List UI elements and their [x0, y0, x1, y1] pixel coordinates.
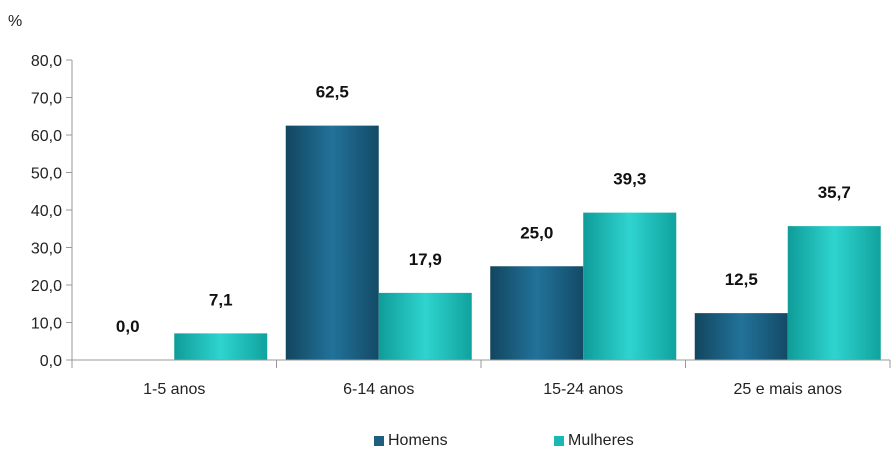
- bar-chart: % 0,0 10,0 20,0 30,0 40,0 50,0 60,0 70,0 80,0 0,…: [8, 13, 891, 398]
- legend-item-mulheres: Mulheres: [554, 432, 634, 450]
- data-label: 62,5: [316, 83, 349, 102]
- y-tick-label: 60,0: [31, 128, 62, 145]
- x-category-label: 15-24 anos: [543, 381, 623, 398]
- y-tick-label: 30,0: [31, 241, 62, 258]
- bar-homens: [694, 313, 788, 360]
- data-label: 17,9: [409, 250, 442, 269]
- y-tick-label: 40,0: [31, 203, 62, 220]
- data-label: 12,5: [725, 270, 758, 289]
- x-category-label: 1-5 anos: [143, 381, 205, 398]
- x-category-label: 6-14 anos: [343, 381, 414, 398]
- data-label: 35,7: [818, 183, 851, 202]
- legend: Homens Mulheres: [0, 430, 891, 452]
- data-label: 7,1: [209, 290, 233, 309]
- legend-label-mulheres: Mulheres: [568, 432, 634, 449]
- bar-homens: [490, 266, 584, 360]
- data-label: 0,0: [116, 317, 140, 336]
- legend-swatch-homens: [374, 436, 384, 446]
- legend-item-homens: Homens: [374, 432, 448, 450]
- y-tick-label: 0,0: [40, 353, 62, 370]
- y-tick-label: 80,0: [31, 53, 62, 70]
- data-label: 39,3: [613, 170, 646, 189]
- bar-mulheres: [583, 212, 677, 360]
- bar-mulheres: [378, 292, 472, 360]
- bar-mulheres: [787, 226, 881, 360]
- y-tick-label: 50,0: [31, 166, 62, 183]
- y-tick-label: 70,0: [31, 91, 62, 108]
- y-unit-label: %: [8, 13, 22, 30]
- bar-mulheres: [174, 333, 268, 360]
- legend-swatch-mulheres: [554, 436, 564, 446]
- legend-label-homens: Homens: [388, 432, 448, 449]
- bar-homens: [285, 125, 379, 360]
- x-category-label: 25 e mais anos: [733, 381, 842, 398]
- y-tick-label: 20,0: [31, 278, 62, 295]
- y-tick-label: 10,0: [31, 316, 62, 333]
- data-label: 25,0: [520, 223, 553, 242]
